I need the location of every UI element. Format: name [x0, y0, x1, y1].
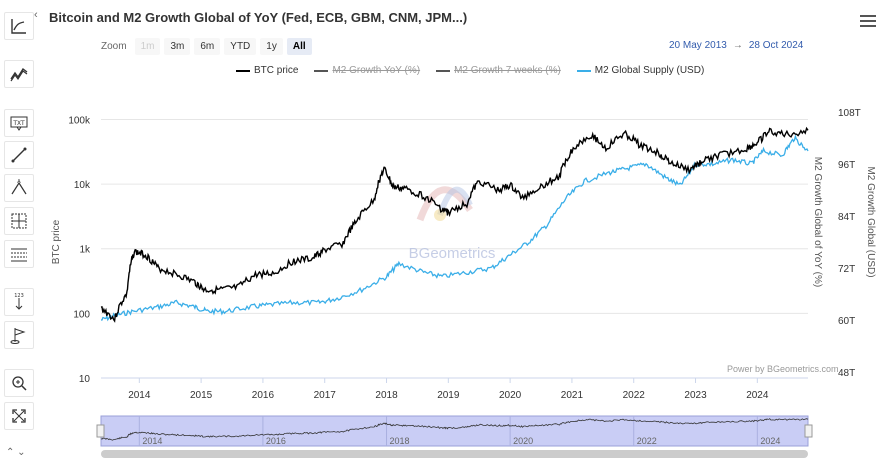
navigator-tick-label: 2014 [142, 436, 162, 446]
triangle-pattern-icon[interactable]: A [4, 174, 34, 202]
navigator[interactable]: 2014 2016 2018 2020 2022 2024 [96, 415, 813, 458]
svg-text:123: 123 [14, 293, 24, 299]
zoom-label: Zoom [101, 41, 127, 52]
navigator-tick-label: 2018 [390, 436, 410, 446]
navigator-tick-label: 2016 [266, 436, 286, 446]
y-left-tick-label: 1k [79, 245, 91, 256]
credits[interactable]: Power by BGeometrics.com [727, 364, 839, 374]
watermark-logo: BGeometrics [409, 186, 496, 262]
zoom-3m-button[interactable]: 3m [164, 38, 191, 55]
date-to-input[interactable]: 28 Oct 2024 [748, 40, 804, 51]
date-separator: → [732, 40, 743, 51]
x-tick-label: 2019 [437, 390, 460, 401]
x-tick-label: 2023 [684, 390, 707, 401]
fullscreen-icon[interactable] [4, 402, 34, 430]
y-left-tick-label: 10 [79, 374, 91, 385]
flag-icon[interactable] [4, 321, 34, 349]
y-right-tick-label: 84T [838, 212, 855, 223]
svg-text:A: A [17, 179, 21, 185]
toolbar-scroll-arrows-icon[interactable]: ⌃ ⌄ [6, 447, 26, 458]
navigator-left-handle[interactable] [96, 424, 105, 438]
navigator-right-handle[interactable] [804, 424, 813, 438]
y-right1-title: M2 Growth Global of YoY (%) [812, 157, 823, 287]
collapse-sidebar-icon[interactable]: ‹ [34, 9, 38, 21]
navigator-window [100, 415, 809, 447]
navigator-scrollbar[interactable] [101, 450, 808, 458]
svg-text:TXT: TXT [12, 120, 25, 127]
y-right-tick-label: 108T [838, 108, 861, 119]
x-tick-label: 2018 [375, 390, 398, 401]
series-line-btc [100, 126, 809, 323]
crosshair-grid-icon[interactable] [4, 207, 34, 235]
navigator-tick-label: 2024 [760, 436, 780, 446]
horizontal-lines-icon[interactable] [4, 240, 34, 268]
wave-icon[interactable] [4, 60, 34, 88]
y-right-tick-label: 96T [838, 160, 855, 171]
range-selector: Zoom 1m 3m 6m YTD 1y All [101, 38, 312, 55]
zoom-all-button[interactable]: All [286, 38, 312, 55]
x-tick-label: 2015 [190, 390, 213, 401]
zoom-icon[interactable] [4, 369, 34, 397]
y-left-tick-label: 100 [73, 309, 90, 320]
date-from-input[interactable]: 20 May 2013 [669, 40, 727, 51]
x-tick-label: 2017 [314, 390, 337, 401]
x-tick-label: 2016 [252, 390, 275, 401]
y-left-tick-label: 10k [74, 180, 91, 191]
x-tick-label: 2020 [499, 390, 522, 401]
hamburger-menu-icon[interactable] [860, 15, 876, 29]
line-icon[interactable] [4, 141, 34, 169]
legend-item-btc[interactable]: BTC price [236, 65, 298, 76]
series-line-m2-supply [101, 134, 809, 322]
date-range: 20 May 2013 → 28 Oct 2024 [669, 40, 803, 51]
watermark-text: BGeometrics [409, 245, 496, 262]
y-right-tick-label: 72T [838, 264, 855, 275]
navigator-tick-label: 2022 [637, 436, 657, 446]
y-left-title: BTC price [51, 219, 62, 264]
chart-legend: BTC price M2 Growth YoY (%) M2 Growth 7 … [236, 65, 704, 76]
text-annotation-icon[interactable]: TXT [4, 109, 34, 137]
x-tick-label: 2014 [128, 390, 151, 401]
zoom-1m-button[interactable]: 1m [134, 38, 161, 55]
x-tick-label: 2022 [623, 390, 646, 401]
legend-item-m2-yoy[interactable]: M2 Growth YoY (%) [314, 65, 420, 76]
zoom-ytd-button[interactable]: YTD [224, 38, 257, 55]
zoom-6m-button[interactable]: 6m [194, 38, 221, 55]
legend-item-m2-supply[interactable]: M2 Global Supply (USD) [576, 65, 704, 76]
y-right-tick-label: 48T [838, 368, 855, 379]
drawing-toolbar: TXT A 123 [0, 0, 38, 466]
y-right2-title: M2 Growth Global (USD) [865, 166, 876, 277]
navigator-series [100, 418, 809, 441]
navigator-tick-label: 2020 [513, 436, 533, 446]
zoom-1y-button[interactable]: 1y [260, 38, 283, 55]
legend-item-m2-7w[interactable]: M2 Growth 7 weeks (%) [436, 65, 561, 76]
y-left-tick-label: 100k [68, 115, 91, 126]
x-tick-label: 2024 [746, 390, 769, 401]
y-right-tick-label: 60T [838, 316, 855, 327]
x-tick-label: 2021 [561, 390, 584, 401]
chart-title: Bitcoin and M2 Growth Global of YoY (Fed… [49, 10, 468, 25]
vertical-arrow-icon[interactable]: 123 [4, 288, 34, 316]
trend-icon[interactable] [4, 12, 34, 40]
